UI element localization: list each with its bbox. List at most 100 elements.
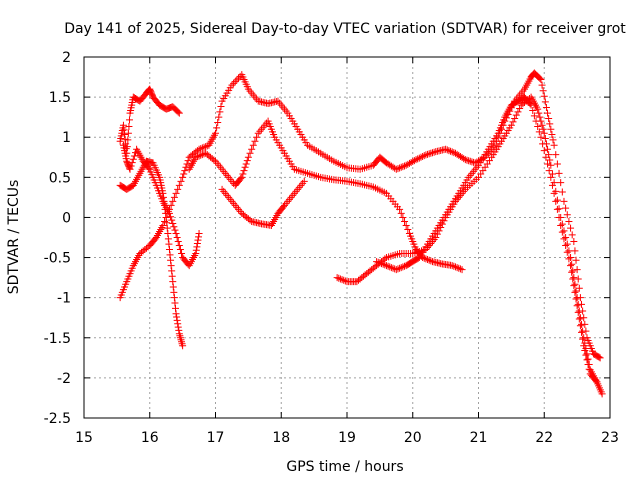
data-point-marker bbox=[546, 120, 554, 128]
data-point-marker bbox=[574, 300, 582, 308]
data-point-marker bbox=[169, 197, 177, 205]
data-point-marker bbox=[568, 268, 576, 276]
data-point-marker bbox=[200, 143, 208, 151]
data-point-marker bbox=[570, 274, 578, 282]
data-point-marker bbox=[172, 304, 180, 312]
data-point-marker bbox=[172, 189, 180, 197]
data-marks bbox=[116, 69, 606, 398]
x-tick-label: 22 bbox=[535, 430, 553, 446]
data-point-marker bbox=[248, 145, 256, 153]
data-point-marker bbox=[197, 145, 205, 153]
y-axis-label: SDTVAR / TECUs bbox=[6, 180, 22, 295]
data-point-marker bbox=[553, 160, 561, 168]
data-point-marker bbox=[384, 262, 392, 270]
data-point-marker bbox=[593, 378, 601, 386]
data-point-marker bbox=[567, 224, 575, 232]
data-point-marker bbox=[576, 314, 584, 322]
data-point-marker bbox=[402, 221, 410, 229]
y-tick-label: 0 bbox=[62, 210, 71, 226]
data-point-marker bbox=[165, 205, 173, 213]
data-point-marker bbox=[394, 265, 402, 273]
data-point-marker bbox=[424, 150, 432, 158]
data-point-marker bbox=[427, 257, 435, 265]
data-point-marker bbox=[541, 98, 549, 106]
data-point-marker bbox=[558, 228, 566, 236]
series-track-f bbox=[218, 177, 308, 229]
data-point-marker bbox=[177, 177, 185, 185]
data-point-marker bbox=[394, 165, 402, 173]
data-point-marker bbox=[336, 275, 344, 283]
data-point-marker bbox=[172, 229, 180, 237]
data-point-marker bbox=[571, 280, 579, 288]
y-tick-label: -0.5 bbox=[44, 251, 71, 267]
data-point-marker bbox=[233, 76, 241, 84]
data-point-marker bbox=[162, 213, 170, 221]
data-point-marker bbox=[581, 346, 589, 354]
data-point-marker bbox=[179, 342, 187, 350]
data-point-marker bbox=[563, 248, 571, 256]
data-point-marker bbox=[195, 145, 203, 153]
data-point-marker bbox=[567, 262, 575, 270]
data-point-marker bbox=[246, 149, 254, 157]
data-point-marker bbox=[450, 149, 458, 157]
data-point-marker bbox=[396, 205, 404, 213]
data-point-marker bbox=[173, 316, 181, 324]
data-point-marker bbox=[539, 125, 547, 133]
data-point-marker bbox=[242, 160, 250, 168]
data-point-marker bbox=[579, 327, 587, 335]
data-point-marker bbox=[583, 356, 591, 364]
data-point-marker bbox=[592, 377, 600, 385]
data-point-marker bbox=[582, 351, 590, 359]
data-point-marker bbox=[550, 141, 558, 149]
data-point-marker bbox=[555, 169, 563, 177]
data-point-marker bbox=[169, 283, 177, 291]
data-point-marker bbox=[575, 315, 583, 323]
data-point-marker bbox=[549, 136, 557, 144]
x-axis-label: GPS time / hours bbox=[286, 459, 403, 475]
data-point-marker bbox=[538, 81, 546, 89]
data-point-marker bbox=[340, 276, 348, 284]
data-point-marker bbox=[175, 326, 183, 334]
data-point-marker bbox=[424, 256, 432, 264]
data-point-marker bbox=[536, 113, 544, 121]
series-track-d bbox=[116, 69, 604, 362]
data-point-marker bbox=[244, 153, 252, 161]
data-point-marker bbox=[419, 152, 427, 160]
data-point-marker bbox=[175, 109, 183, 117]
data-point-marker bbox=[527, 101, 535, 109]
data-point-marker bbox=[128, 159, 136, 167]
data-point-marker bbox=[175, 242, 183, 250]
data-point-marker bbox=[537, 75, 545, 83]
data-point-marker bbox=[539, 87, 547, 95]
data-point-marker bbox=[125, 116, 133, 124]
data-point-marker bbox=[212, 129, 219, 137]
data-point-marker bbox=[123, 143, 131, 151]
data-point-marker bbox=[373, 258, 381, 266]
data-point-marker bbox=[412, 156, 420, 164]
data-point-marker bbox=[585, 365, 593, 373]
data-point-marker bbox=[231, 78, 239, 86]
data-point-marker bbox=[575, 307, 583, 315]
data-point-marker bbox=[574, 308, 582, 316]
data-point-marker bbox=[425, 256, 433, 264]
data-point-marker bbox=[540, 129, 548, 137]
data-point-marker bbox=[512, 111, 520, 119]
data-point-marker bbox=[167, 262, 175, 270]
x-tick-labels: 15 16 17 18 19 20 21 22 23 bbox=[75, 430, 619, 446]
data-point-marker bbox=[399, 263, 407, 271]
data-point-marker bbox=[171, 226, 179, 234]
data-point-marker bbox=[544, 109, 552, 117]
data-point-marker bbox=[174, 238, 182, 246]
data-point-marker bbox=[171, 299, 179, 307]
data-point-marker bbox=[542, 153, 550, 161]
data-point-marker bbox=[422, 255, 430, 263]
data-point-marker bbox=[174, 108, 182, 116]
data-point-marker bbox=[167, 256, 175, 264]
data-point-marker bbox=[168, 267, 176, 275]
data-point-marker bbox=[534, 105, 542, 113]
data-point-marker bbox=[386, 263, 394, 271]
data-point-marker bbox=[243, 157, 251, 165]
data-point-marker bbox=[491, 141, 499, 149]
data-point-marker bbox=[552, 151, 560, 159]
data-point-marker bbox=[414, 155, 422, 163]
